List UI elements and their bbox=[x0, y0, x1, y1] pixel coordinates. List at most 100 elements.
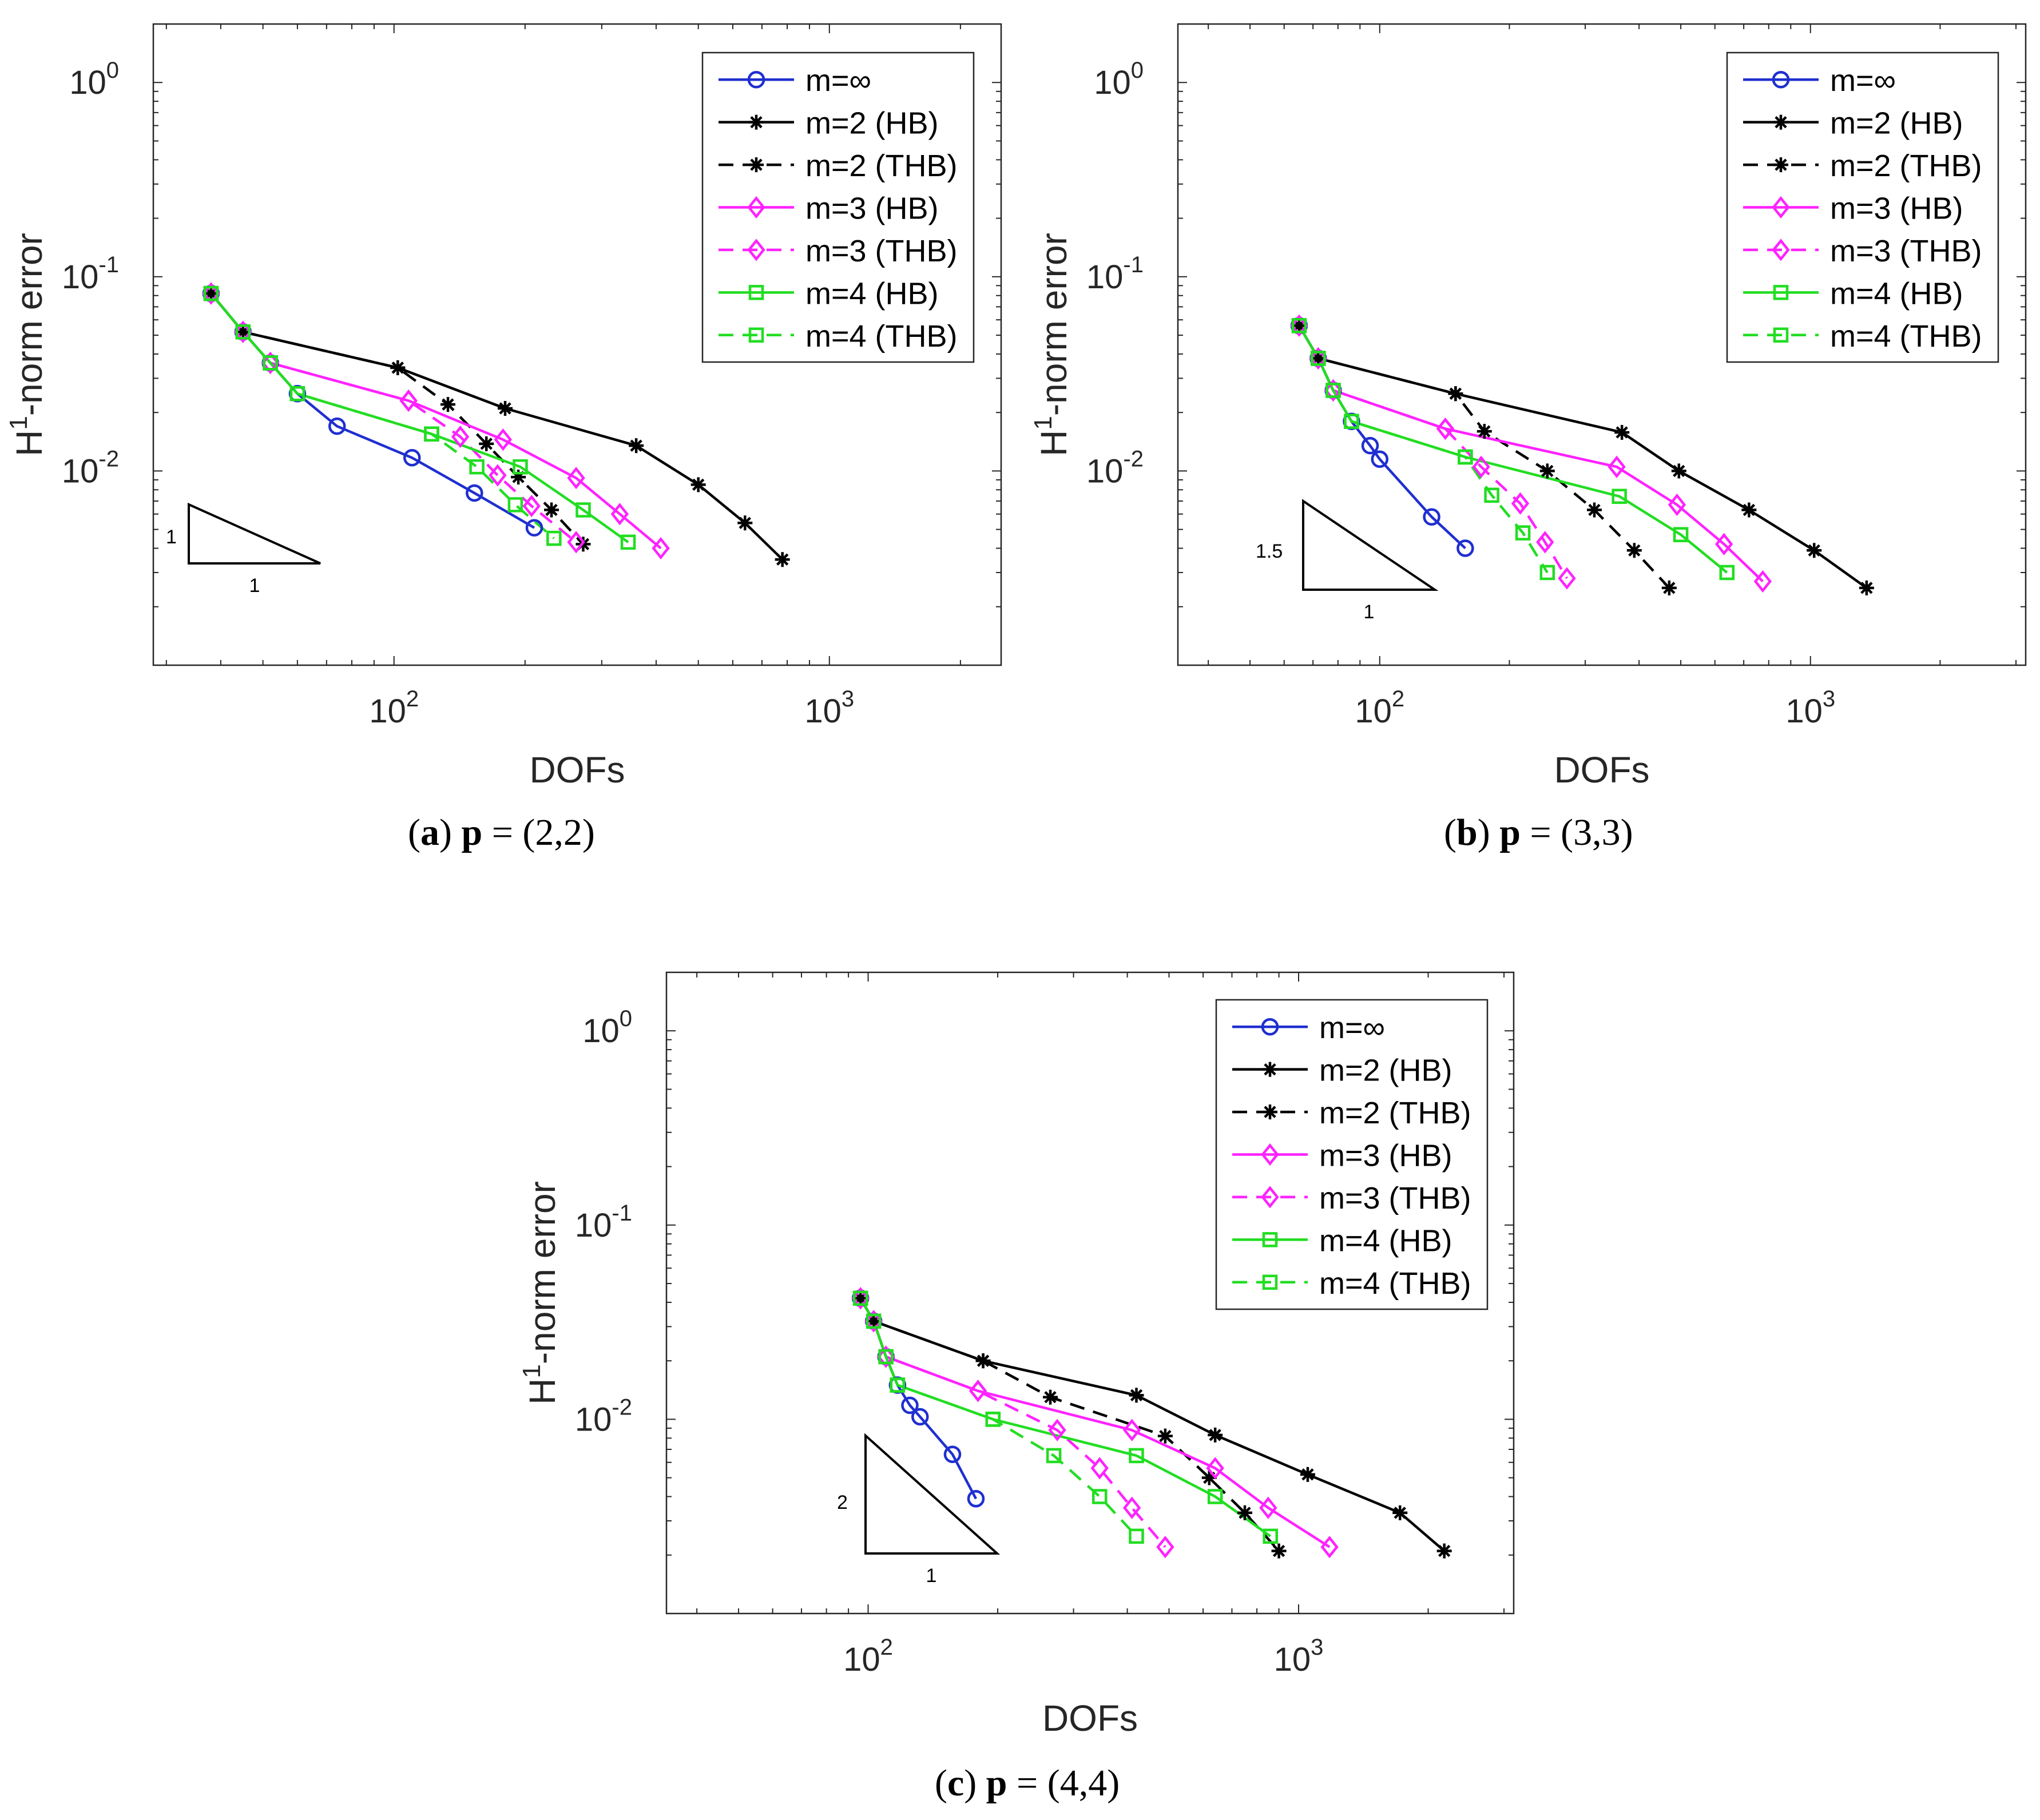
slope-triangle: 1.51 bbox=[1256, 499, 1439, 623]
data-point-5-1 bbox=[1290, 314, 1308, 337]
y-tick-label: 10-1 bbox=[1086, 252, 1144, 296]
data-point-2-5 bbox=[1208, 1427, 1223, 1443]
legend-label-4: m=3 (HB) bbox=[805, 192, 939, 226]
legend-marker-7 bbox=[748, 327, 764, 343]
data-point-6-7 bbox=[1207, 1489, 1223, 1504]
asterisk-stroke bbox=[1239, 1507, 1251, 1519]
y-tick-label: 100 bbox=[582, 1006, 632, 1050]
data-point-5-4 bbox=[969, 1380, 987, 1402]
asterisk-stroke bbox=[1860, 582, 1873, 594]
x-tick-exp: 2 bbox=[880, 1635, 893, 1660]
legend: m=∞ m=2 (HB) m=2 (THB) m=3 (HB) m=3 (THB) m=4… bbox=[1215, 999, 1489, 1310]
y-tick-base: 10 bbox=[575, 1401, 612, 1438]
x-tick-label: 103 bbox=[1274, 1635, 1324, 1678]
caption-a: (a) p = (2,2) bbox=[408, 811, 595, 855]
data-point-4-6 bbox=[567, 467, 585, 490]
series-line-2 bbox=[859, 1297, 1446, 1552]
caption-c-open: ( bbox=[935, 1762, 947, 1804]
caption-c-value: (4,4) bbox=[1047, 1762, 1120, 1804]
data-point-7-5 bbox=[1458, 449, 1473, 465]
y-tick-base: 10 bbox=[1094, 64, 1131, 101]
data-point-6-8 bbox=[1719, 565, 1735, 581]
asterisk-stroke bbox=[391, 361, 404, 374]
y-label-rest: -norm error bbox=[522, 1181, 563, 1364]
data-point-1-7 bbox=[1423, 508, 1440, 526]
y-tick-label: 10-2 bbox=[62, 446, 119, 490]
data-point-2-4 bbox=[1129, 1388, 1144, 1403]
data-point-2-7 bbox=[1807, 543, 1822, 558]
series-line-5 bbox=[1297, 325, 1568, 579]
data-point-5-5 bbox=[1048, 1418, 1066, 1441]
caption-b-label: b bbox=[1456, 812, 1478, 853]
y-tick-label: 10-1 bbox=[62, 252, 119, 296]
data-point-7-4 bbox=[1344, 414, 1359, 429]
y-axis-label: H1-norm error bbox=[1029, 233, 1074, 456]
data-point-2-6 bbox=[1741, 502, 1757, 518]
data-point-2-7 bbox=[737, 515, 753, 531]
asterisk-stroke bbox=[1478, 425, 1491, 438]
data-point-2-6 bbox=[690, 477, 706, 492]
caption-b-eq: = bbox=[1530, 812, 1551, 853]
asterisk-stroke bbox=[480, 438, 493, 450]
slope-triangle: 21 bbox=[837, 1433, 1001, 1587]
asterisk-stroke bbox=[1438, 1544, 1451, 1557]
data-point-1-6 bbox=[911, 1408, 929, 1426]
legend-marker-2 bbox=[1263, 1062, 1277, 1077]
asterisk-stroke bbox=[1301, 1468, 1314, 1481]
caption-c: (c) p = (4,4) bbox=[935, 1762, 1120, 1805]
caption-a-open: ( bbox=[408, 812, 420, 853]
caption-b: (b) p = (3,3) bbox=[1444, 811, 1633, 855]
data-point-4-7 bbox=[610, 503, 629, 526]
data-point-4-6 bbox=[1668, 493, 1686, 516]
y-tick-exp: -2 bbox=[1123, 446, 1144, 471]
data-point-7-7 bbox=[1092, 1489, 1108, 1504]
data-point-5-7 bbox=[1536, 531, 1554, 554]
x-tick-exp: 2 bbox=[1392, 686, 1404, 712]
asterisk-stroke bbox=[1159, 1429, 1172, 1443]
legend-label-3: m=2 (THB) bbox=[805, 149, 958, 183]
asterisk-stroke bbox=[1588, 503, 1601, 516]
data-point-4-5 bbox=[494, 428, 513, 451]
y-tick-exp: -2 bbox=[612, 1394, 632, 1420]
legend-label-2: m=2 (HB) bbox=[1319, 1054, 1452, 1088]
data-point-7-4 bbox=[890, 1377, 906, 1393]
data-point-5-3 bbox=[261, 351, 280, 375]
x-tick-base: 10 bbox=[1785, 693, 1823, 730]
y-tick-label: 10-1 bbox=[575, 1201, 632, 1244]
data-point-5-3 bbox=[1324, 379, 1343, 402]
data-point-2-6 bbox=[1300, 1467, 1315, 1482]
data-point-6-6 bbox=[1129, 1448, 1144, 1464]
legend-marker-3 bbox=[749, 157, 764, 173]
caption-a-close: ) bbox=[439, 812, 452, 853]
data-point-5-2 bbox=[234, 320, 252, 343]
data-point-7-8 bbox=[1129, 1528, 1144, 1544]
data-point-5-2 bbox=[864, 1310, 883, 1333]
data-point-2-7 bbox=[1392, 1505, 1408, 1520]
y-tick-exp: -1 bbox=[612, 1201, 632, 1226]
asterisk-stroke bbox=[630, 439, 642, 452]
asterisk-stroke bbox=[1130, 1389, 1143, 1402]
asterisk-stroke bbox=[776, 553, 789, 566]
data-point-2-8 bbox=[775, 552, 790, 567]
y-tick-label: 100 bbox=[1094, 58, 1144, 101]
x-tick-label: 102 bbox=[1355, 686, 1404, 730]
x-tick-exp: 2 bbox=[406, 686, 419, 712]
data-point-7-8 bbox=[1539, 565, 1555, 581]
data-point-4-7 bbox=[1259, 1496, 1277, 1519]
data-point-2-8 bbox=[1436, 1543, 1452, 1559]
x-tick-base: 10 bbox=[843, 1641, 880, 1678]
x-axis-label: DOFs bbox=[1042, 1698, 1138, 1739]
data-point-7-2 bbox=[1311, 351, 1326, 366]
legend-label-3: m=2 (THB) bbox=[1319, 1096, 1471, 1130]
data-point-2-4 bbox=[498, 400, 513, 416]
caption-b-symbol: p bbox=[1499, 812, 1521, 853]
data-point-5-1 bbox=[202, 282, 220, 305]
y-label-base: H bbox=[9, 430, 50, 456]
slope-triangle-shape bbox=[1302, 499, 1439, 591]
legend-marker-3 bbox=[1263, 1104, 1277, 1120]
y-tick-label: 10-2 bbox=[575, 1394, 632, 1438]
data-point-2-8 bbox=[1859, 580, 1874, 595]
legend-label-5: m=3 (THB) bbox=[1830, 234, 1982, 268]
data-point-4-8 bbox=[1753, 570, 1772, 593]
